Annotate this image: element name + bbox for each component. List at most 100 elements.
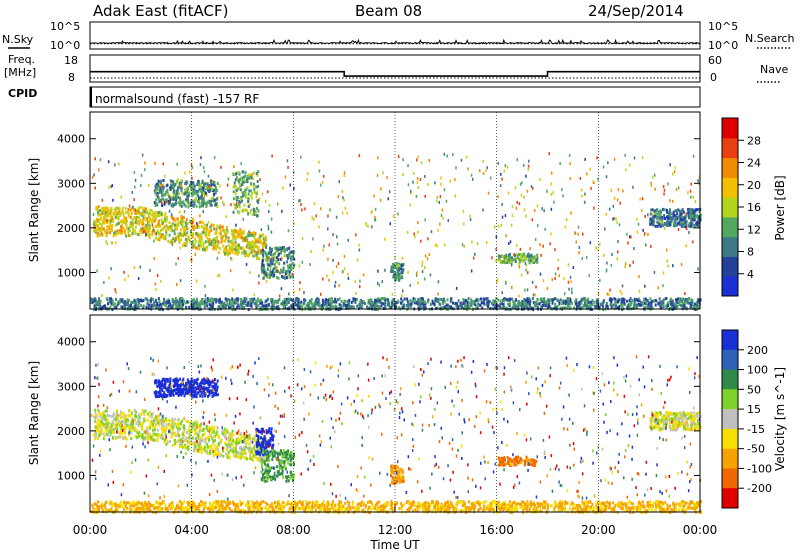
heat-cell <box>202 245 205 249</box>
heat-cell <box>332 270 334 274</box>
heat-cell <box>205 437 208 441</box>
heat-cell <box>106 221 109 225</box>
heat-cell <box>144 437 147 441</box>
heat-cell <box>550 182 552 186</box>
heat-cell <box>584 192 586 196</box>
heat-cell <box>219 231 222 235</box>
heat-cell <box>134 305 137 309</box>
heat-cell <box>694 305 697 309</box>
heat-cell <box>130 420 133 424</box>
heat-cell <box>265 243 268 247</box>
heat-cell <box>115 435 118 439</box>
heat-cell <box>191 232 194 236</box>
heat-cell <box>621 303 624 307</box>
heat-cell <box>147 233 150 236</box>
heat-cell <box>483 299 485 303</box>
heat-cell <box>202 302 205 306</box>
heat-cell <box>297 301 300 305</box>
heat-cell <box>240 432 242 436</box>
heat-cell <box>116 431 119 434</box>
heat-cell <box>424 254 427 258</box>
heat-cell <box>147 214 150 218</box>
heat-cell <box>97 418 100 422</box>
heat-cell <box>190 203 192 207</box>
heat-cell <box>508 260 511 264</box>
heat-cell <box>613 157 616 161</box>
heat-cell <box>590 300 593 304</box>
heat-cell <box>271 308 274 312</box>
heat-cell <box>688 297 690 300</box>
heat-cell <box>255 304 258 308</box>
heat-cell <box>672 210 675 214</box>
heat-cell <box>224 297 227 301</box>
heat-cell <box>676 209 678 212</box>
heat-cell <box>218 226 221 230</box>
heat-cell <box>286 269 289 273</box>
heat-cell <box>171 223 174 227</box>
heat-cell <box>167 304 170 308</box>
heat-cell <box>580 188 583 192</box>
heat-cell <box>581 305 584 309</box>
heat-cell <box>251 297 254 301</box>
heat-cell <box>219 302 222 306</box>
heat-cell <box>253 182 256 186</box>
heat-cell <box>359 285 361 289</box>
heat-cell <box>101 430 104 434</box>
heat-cell <box>118 435 121 439</box>
heat-cell <box>384 268 386 272</box>
heat-cell <box>275 247 278 250</box>
heat-cell <box>249 436 252 440</box>
heat-cell <box>242 217 244 221</box>
heat-cell <box>113 302 116 306</box>
heat-cell <box>155 232 158 236</box>
heat-cell <box>348 302 350 306</box>
heat-cell <box>638 299 641 303</box>
heat-cell <box>142 299 145 303</box>
heat-cell <box>213 188 216 192</box>
heat-cell <box>381 297 384 301</box>
heat-cell <box>441 208 444 212</box>
heat-cell <box>296 298 299 302</box>
heat-cell <box>608 207 611 211</box>
heat-cell <box>246 238 249 242</box>
heat-cell <box>215 244 218 248</box>
heat-cell <box>354 297 357 301</box>
heat-cell <box>109 430 112 434</box>
heat-cell <box>469 214 471 218</box>
heat-cell <box>286 254 289 257</box>
heat-cell <box>427 300 430 304</box>
heat-cell <box>112 412 115 416</box>
heat-cell <box>154 299 157 303</box>
heat-cell <box>239 188 242 192</box>
heat-cell <box>681 302 684 306</box>
heat-cell <box>270 306 273 309</box>
heat-cell <box>622 299 625 303</box>
heat-cell <box>485 297 488 301</box>
heat-cell <box>125 206 127 210</box>
heat-cell <box>189 436 192 440</box>
heat-cell <box>254 253 257 257</box>
heat-cell <box>135 421 138 425</box>
heat-cell <box>170 424 173 428</box>
heat-cell <box>191 436 194 440</box>
nsky-line <box>89 38 700 45</box>
nave-tick-top: 60 <box>708 54 722 67</box>
heat-cell <box>672 302 675 306</box>
heat-cell <box>278 252 281 256</box>
heat-cell <box>637 222 640 226</box>
heat-cell <box>196 183 199 186</box>
heat-cell <box>412 297 415 301</box>
heat-cell <box>281 209 283 213</box>
heat-cell <box>334 284 336 288</box>
heat-cell <box>532 301 535 305</box>
heat-cell <box>138 232 141 236</box>
heat-cell <box>242 191 244 195</box>
heat-cell <box>212 242 215 245</box>
heat-cell <box>123 306 126 310</box>
heat-cell <box>578 246 581 249</box>
heat-cell <box>234 237 237 241</box>
heat-cell <box>149 268 151 272</box>
heat-cell <box>591 299 594 302</box>
heat-cell <box>162 179 165 182</box>
